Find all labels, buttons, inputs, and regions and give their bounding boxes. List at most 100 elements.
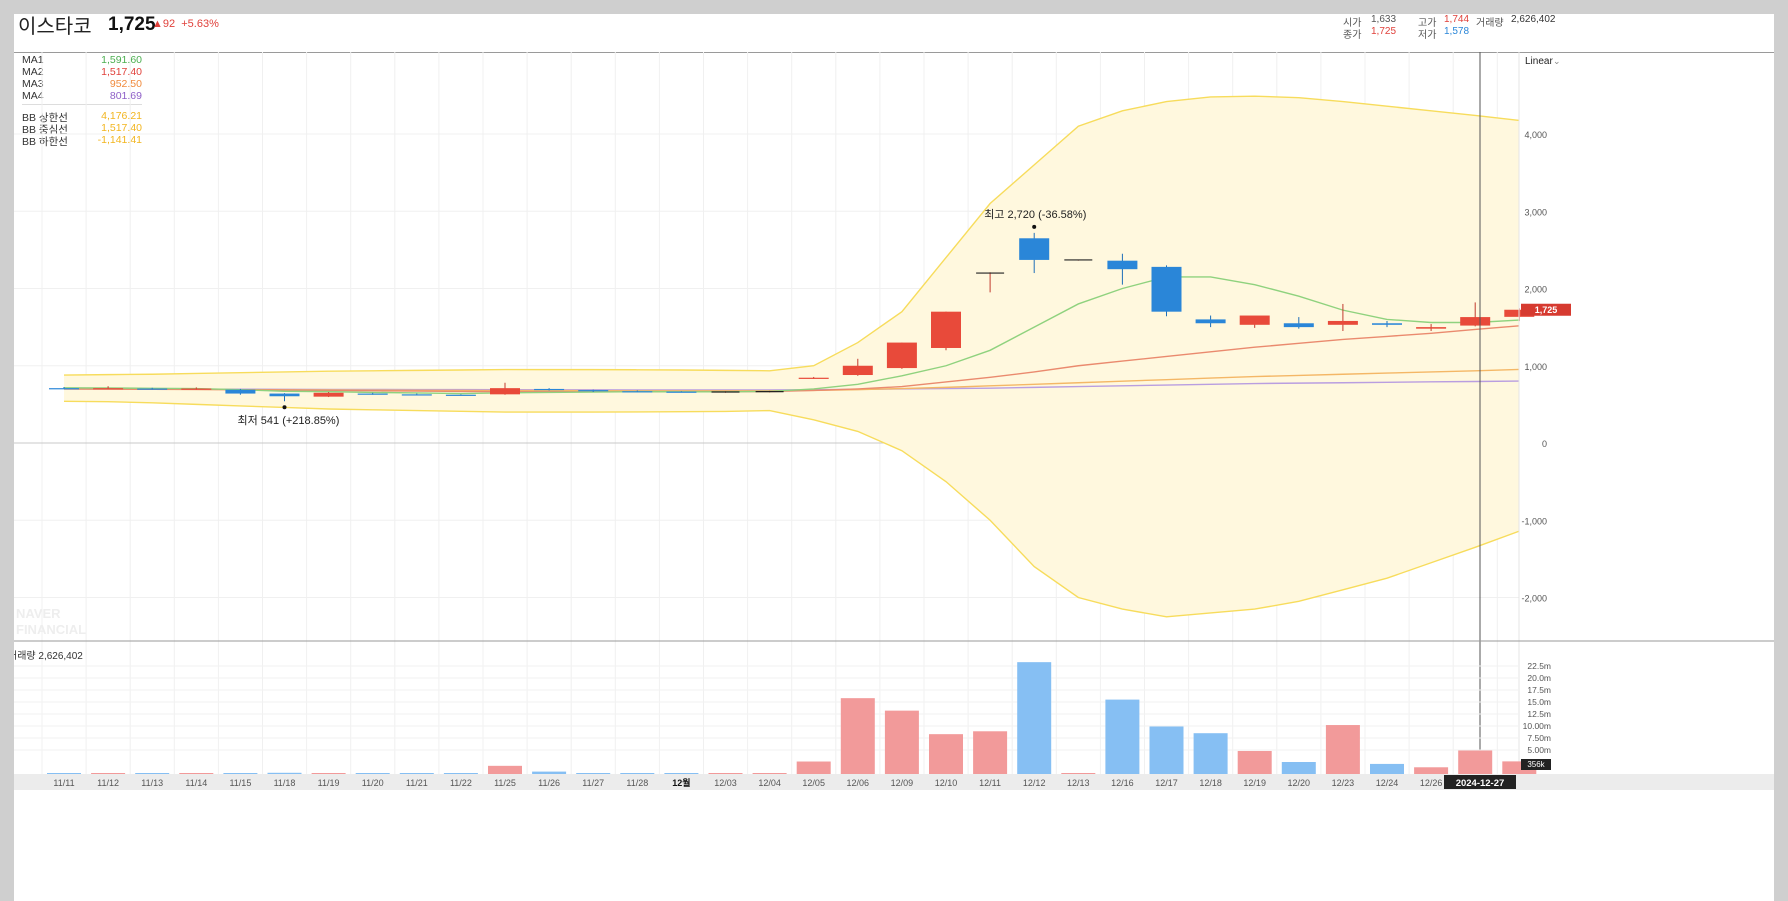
y-tick-label: 1,000 [1524, 362, 1547, 372]
x-tick-label: 12/12 [1023, 778, 1046, 788]
open-value: 1,633 [1371, 14, 1397, 25]
candle-body [578, 390, 609, 392]
change-amount: ▲92 [152, 18, 176, 30]
candle-body [1151, 266, 1182, 312]
volume-bar [179, 773, 214, 774]
volume-stat-value: 2,626,402 [1511, 14, 1556, 25]
bb-lower-line [63, 400, 1520, 618]
volume-bar [576, 773, 611, 774]
candle-body [1239, 315, 1270, 325]
volume-bar [708, 773, 743, 774]
volume-tick-label: 12.5m [1527, 709, 1551, 719]
volume-bar [91, 773, 126, 774]
volume-tick-label: 7.50m [1527, 733, 1551, 743]
low-value: 1,578 [1444, 26, 1470, 37]
candle-body [1372, 323, 1402, 325]
ma2-line [63, 325, 1520, 393]
low-annotation: 최저 541 (+218.85%) [238, 414, 340, 427]
legend-label-bb-2: BB 하한선 [22, 136, 68, 148]
x-tick-label: 12/09 [891, 778, 914, 788]
high-label: 고가 [1418, 18, 1437, 29]
legend-value-bb-2: -1,141.41 [97, 134, 142, 146]
volume-tag: 356k [1527, 760, 1545, 769]
close-label: 종가 [1343, 30, 1362, 41]
candle-body [225, 389, 256, 394]
chart-window: 이스타코 1,725 ▲92 +5.63% 시가 1,633 고가 1,744 … [14, 14, 1774, 901]
candle-body [1283, 323, 1314, 328]
volume-tick-label: 10.00m [1523, 721, 1551, 731]
volume-bar [1458, 750, 1493, 774]
candle-body [445, 394, 476, 396]
x-tick-label: 11/19 [318, 778, 340, 788]
x-tick-label: 12/05 [802, 778, 825, 788]
low-marker [282, 405, 287, 410]
volume-bar [1105, 699, 1140, 774]
price-chart[interactable]: 최고 2,720 (-36.58%) 최저 541 (+218.85%) NAVER… [14, 14, 1774, 901]
candle-body [49, 388, 79, 390]
volume-bar [664, 773, 699, 774]
volume-bar [840, 698, 875, 774]
legend-label-bb-0: BB 상한선 [22, 112, 68, 124]
candle-body [357, 393, 388, 395]
date-tag: 2024-12-27 [1456, 778, 1505, 789]
x-tick-label: 11/13 [141, 778, 163, 788]
close-value: 1,725 [1371, 26, 1397, 37]
candle-body [886, 342, 917, 369]
volume-bar [355, 773, 390, 774]
bb-band [64, 96, 1520, 617]
x-tick-label: 12월 [672, 777, 690, 788]
x-tick-label: 12/13 [1067, 778, 1090, 788]
volume-bar [532, 771, 567, 774]
legend-label-bb-1: BB 중심선 [22, 124, 68, 136]
x-tick-label: 11/28 [626, 778, 648, 788]
volume-bar [135, 773, 170, 774]
legend-divider [22, 104, 142, 105]
candle-body [1327, 320, 1358, 325]
x-tick-label: 11/22 [450, 778, 472, 788]
x-tick-label: 12/16 [1111, 778, 1134, 788]
volume-bar [1281, 762, 1316, 774]
legend-value-ma-2: 952.50 [109, 78, 142, 90]
legend-label-ma-3: MA4 [22, 90, 44, 102]
legend-value-ma-0: 1,591.60 [101, 54, 142, 66]
stock-name: 이스타코 [18, 16, 92, 38]
volume-bar [1149, 726, 1184, 774]
watermark-line2: FINANCIAL [16, 622, 86, 637]
volume-bar [399, 773, 434, 774]
x-tick-label: 12/24 [1376, 778, 1399, 788]
candle-body [313, 392, 344, 397]
x-tick-label: 12/23 [1332, 778, 1355, 788]
x-tick-label: 11/11 [53, 778, 74, 788]
volume-bar [223, 773, 258, 774]
candle-body [401, 394, 432, 396]
y-tick-label: -2,000 [1521, 594, 1547, 604]
volume-bar [267, 772, 302, 774]
scale-dropdown-icon: ⌄ [1553, 56, 1561, 66]
candle-body [931, 311, 961, 348]
legend-value-bb-1: 1,517.40 [101, 122, 142, 134]
volume-pane-label: 거래량 2,626,402 [14, 650, 83, 662]
price-tag: 1,725 [1535, 305, 1558, 315]
candle-body [1460, 317, 1491, 326]
volume-bar [1061, 773, 1096, 774]
x-tick-label: 11/20 [362, 778, 384, 788]
volume-bar [1237, 750, 1272, 774]
volume-bar [1325, 725, 1360, 774]
x-tick-label: 11/27 [582, 778, 604, 788]
y-tick-label: 4,000 [1524, 130, 1547, 140]
volume-tick-label: 17.5m [1527, 685, 1551, 695]
stock-header: 이스타코 1,725 ▲92 +5.63% 시가 1,633 고가 1,744 … [14, 14, 1774, 53]
candle-body [1019, 238, 1050, 260]
volume-bar [884, 710, 919, 774]
bb-upper-line [63, 95, 1520, 376]
volume-bar [1414, 767, 1449, 774]
y-tick-label: -1,000 [1521, 516, 1547, 526]
scale-label: Linear [1525, 56, 1553, 67]
watermark-line1: NAVER [16, 606, 61, 621]
y-tick-label: 3,000 [1524, 207, 1547, 217]
candle-body [1416, 327, 1447, 329]
candle-body [1195, 319, 1226, 324]
x-tick-label: 11/25 [494, 778, 516, 788]
x-tick-label: 12/17 [1155, 778, 1178, 788]
volume-bar [796, 761, 831, 774]
